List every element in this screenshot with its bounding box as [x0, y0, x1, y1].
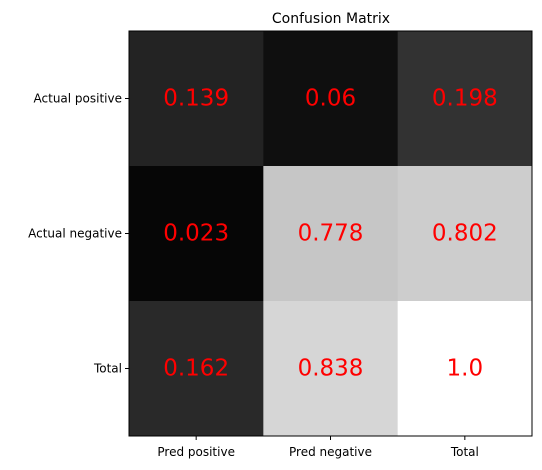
cell-value-label-r2-c1: 0.023 — [163, 221, 229, 247]
cell-value-label-r3-c1: 0.162 — [163, 356, 229, 382]
y-tick-label: Actual negative — [28, 227, 122, 241]
cell-value-label-r3-c2: 0.838 — [298, 356, 364, 382]
cell-value-label-r1-c3: 0.198 — [432, 86, 498, 112]
x-tick-label: Total — [450, 445, 479, 459]
chart-title: Confusion Matrix — [272, 11, 390, 27]
y-axis: Actual positive Actual negative Total — [28, 92, 129, 376]
heatmap-cell-r3-c2 — [263, 301, 399, 437]
heatmap-cell-r1-c2 — [263, 31, 399, 167]
heatmap-cell-r2-c2 — [263, 166, 399, 302]
x-tick-label: Pred negative — [289, 445, 372, 459]
heatmap-cell-r2-c3 — [397, 166, 533, 302]
plot-frame — [128, 30, 533, 437]
heatmap-cell-r1-c3 — [397, 31, 533, 167]
heatmap-cell-r3-c1 — [129, 301, 264, 437]
cell-value-label-r3-c3: 1.0 — [447, 356, 484, 382]
heatmap-cell-r2-c1 — [129, 166, 264, 302]
y-tick-label: Actual positive — [34, 92, 122, 106]
heatmap-cell-r1-c1 — [129, 31, 264, 167]
y-tick-label: Total — [93, 362, 122, 376]
x-tick-label: Pred positive — [157, 445, 235, 459]
heatmap-cells — [129, 31, 533, 437]
cell-value-label-r2-c3: 0.802 — [432, 221, 498, 247]
cell-value-labels: 0.139 0.06 0.198 0.023 0.778 0.802 0.162 0.838 1… — [163, 86, 498, 382]
cell-value-label-r2-c2: 0.778 — [298, 221, 364, 247]
cell-value-label-r1-c2: 0.06 — [305, 86, 356, 112]
cell-value-label-r1-c1: 0.139 — [163, 86, 229, 112]
heatmap-cell-r3-c3 — [397, 301, 533, 437]
x-axis: Pred positive Pred negative Total — [157, 436, 479, 459]
